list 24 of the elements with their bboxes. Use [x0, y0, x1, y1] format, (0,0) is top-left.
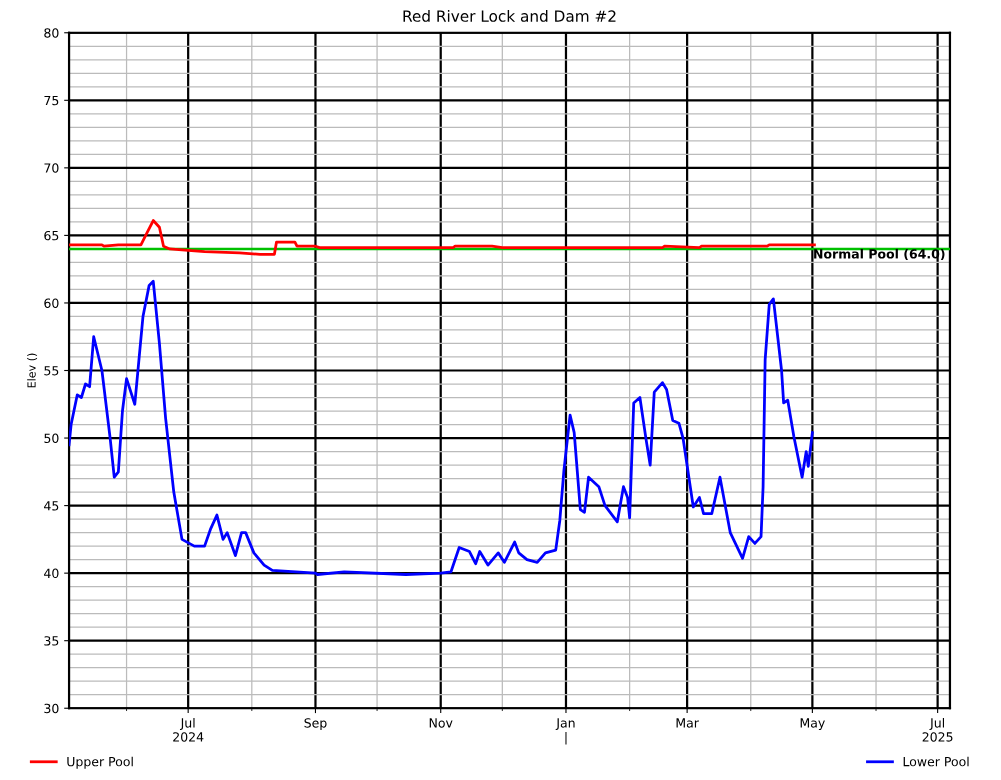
x-tick-label: Nov [429, 718, 453, 728]
y-tick-label: 55 [44, 366, 59, 376]
x-tick-label: Jul 2025 [922, 717, 953, 742]
x-tick-label: Jul 2024 [173, 717, 204, 742]
x-tick-label: Jan | [555, 718, 575, 745]
y-axis-title: Elev () [27, 353, 38, 388]
legend-label: Lower Pool [903, 756, 969, 767]
x-tick-label: May [800, 718, 825, 731]
y-tick-label: 65 [44, 230, 59, 241]
y-tick-label: 50 [44, 433, 59, 443]
line-series [69, 219, 816, 256]
y-tick-label: 75 [44, 95, 59, 106]
y-tick-label: 60 [44, 298, 59, 308]
y-tick-label: 35 [44, 636, 59, 646]
y-tick-label: 30 [44, 703, 59, 714]
y-tick-label: 45 [44, 501, 59, 511]
chart-title: Red River Lock and Dam #2 [403, 10, 616, 22]
x-tick-label: Mar [676, 718, 699, 728]
y-tick-label: 40 [44, 568, 59, 579]
line-series [69, 279, 814, 576]
x-tick-label: Sep [304, 718, 327, 731]
y-tick-label: 80 [44, 28, 59, 38]
y-tick-label: 70 [44, 163, 59, 173]
legend-label: Upper Pool [67, 756, 133, 769]
